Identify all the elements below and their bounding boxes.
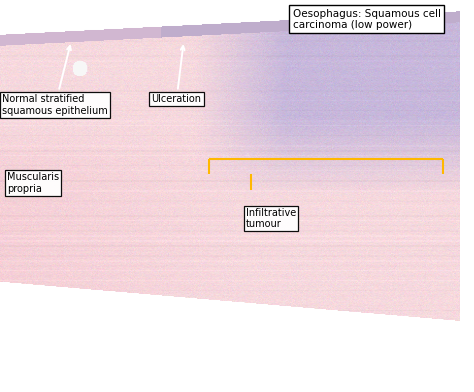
Text: Normal stratified
squamous epithelium: Normal stratified squamous epithelium bbox=[2, 46, 108, 116]
Text: Infiltrative
tumour: Infiltrative tumour bbox=[246, 208, 296, 229]
Text: Oesophagus: Squamous cell
carcinoma (low power): Oesophagus: Squamous cell carcinoma (low… bbox=[292, 9, 441, 30]
Text: Ulceration: Ulceration bbox=[152, 46, 201, 104]
Text: Muscularis
propria: Muscularis propria bbox=[7, 172, 59, 194]
